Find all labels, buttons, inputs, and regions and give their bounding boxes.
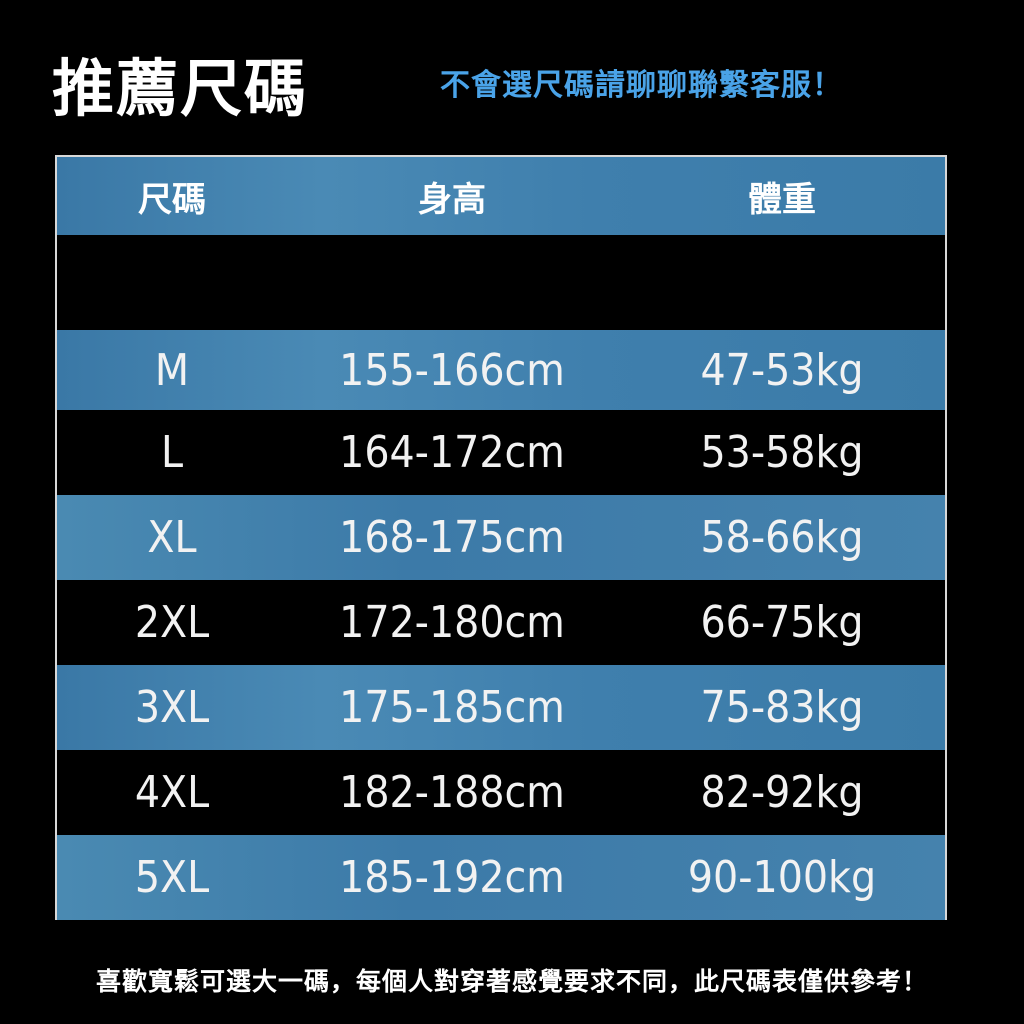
- weight-cell: 90-100kg: [687, 852, 877, 903]
- page-title: 推薦尺碼: [52, 52, 309, 125]
- weight-cell: 58-66kg: [700, 512, 864, 563]
- column-header-size: 尺碼: [138, 179, 206, 220]
- table-row: XL 168-175cm 58-66kg: [57, 495, 945, 580]
- height-cell: 168-175cm: [339, 512, 565, 563]
- weight-cell: 47-53kg: [700, 344, 864, 396]
- blank-row: [57, 235, 945, 330]
- size-chart-table: 尺碼 身高 體重 M 155-166cm 47-53kg L 164-172cm 53-5…: [55, 155, 947, 920]
- height-cell: 172-180cm: [339, 597, 565, 648]
- column-header-height: 身高: [418, 179, 486, 220]
- table-row: M 155-166cm 47-53kg: [57, 330, 945, 410]
- weight-cell: 53-58kg: [700, 427, 864, 478]
- size-cell: 5XL: [134, 852, 210, 903]
- size-cell: M: [154, 344, 190, 396]
- size-cell: L: [160, 427, 184, 478]
- table-row: 4XL 182-188cm 82-92kg: [57, 750, 945, 835]
- height-cell: 164-172cm: [339, 427, 565, 478]
- height-cell: 182-188cm: [339, 767, 565, 818]
- weight-cell: 82-92kg: [700, 767, 864, 818]
- column-header-weight: 體重: [748, 179, 816, 220]
- table-row: 3XL 175-185cm 75-83kg: [57, 665, 945, 750]
- size-cell: 2XL: [134, 597, 210, 648]
- table-row: 5XL 185-192cm 90-100kg: [57, 835, 945, 920]
- height-cell: 175-185cm: [339, 682, 565, 733]
- height-cell: 185-192cm: [339, 852, 565, 903]
- table-row: 2XL 172-180cm 66-75kg: [57, 580, 945, 665]
- weight-cell: 75-83kg: [700, 682, 864, 733]
- height-cell: 155-166cm: [339, 344, 565, 396]
- size-cell: XL: [147, 512, 197, 563]
- table-row: L 164-172cm 53-58kg: [57, 410, 945, 495]
- customer-service-note: 不會選尺碼請聊聊聯繫客服！: [440, 68, 843, 103]
- size-cell: 4XL: [134, 767, 210, 818]
- table-header-row: 尺碼 身高 體重: [57, 157, 945, 235]
- weight-cell: 66-75kg: [700, 597, 864, 648]
- footer-note: 喜歡寬鬆可選大一碼，每個人對穿著感覺要求不同，此尺碼表僅供參考！: [95, 967, 928, 996]
- size-cell: 3XL: [134, 682, 210, 733]
